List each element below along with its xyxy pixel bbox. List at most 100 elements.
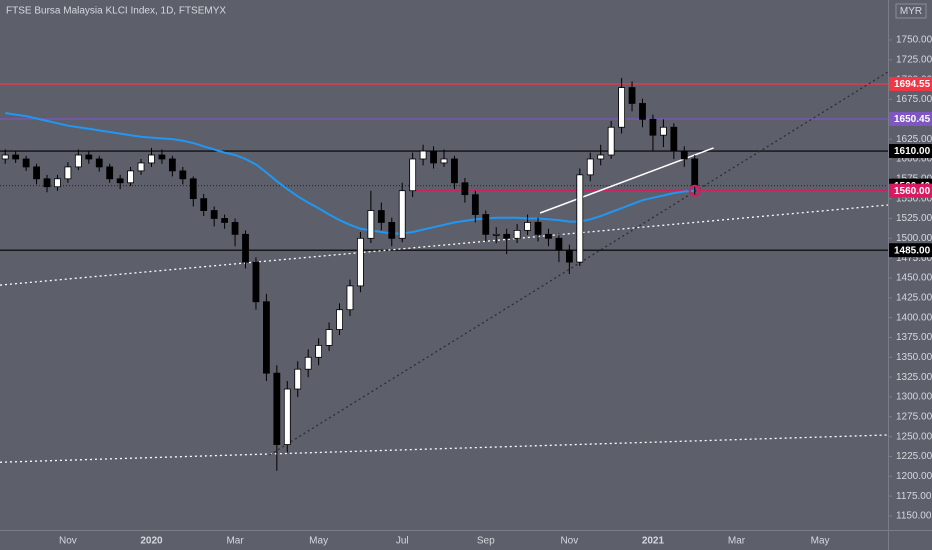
trendline bbox=[269, 71, 889, 456]
x-tick-label: May bbox=[811, 536, 830, 547]
level-marker bbox=[688, 184, 701, 197]
candle-body bbox=[33, 166, 40, 180]
y-tick-label: 1675.00 bbox=[896, 94, 932, 105]
chart-title: FTSE Bursa Malaysia KLCI Index, 1D, FTSE… bbox=[6, 6, 226, 17]
candle-body bbox=[691, 158, 699, 187]
y-tick-label: 1450.00 bbox=[896, 273, 932, 284]
candle-body bbox=[430, 150, 437, 164]
candle-body bbox=[304, 356, 312, 370]
candle-body bbox=[148, 154, 155, 164]
candle-body bbox=[336, 309, 343, 330]
x-tick-label: Mar bbox=[226, 536, 244, 547]
candle-body bbox=[43, 178, 51, 188]
candle-body bbox=[54, 178, 61, 188]
candle-body bbox=[357, 237, 364, 287]
y-tick-label: 1500.00 bbox=[896, 233, 932, 244]
candle-body bbox=[127, 170, 134, 184]
candle-body bbox=[492, 233, 500, 236]
candle-body bbox=[607, 126, 615, 156]
y-tick-label: 1475.00 bbox=[896, 253, 932, 264]
x-tick-label: Sep bbox=[477, 536, 495, 547]
candle-body bbox=[137, 162, 145, 172]
candle-body bbox=[628, 87, 636, 104]
candle-body bbox=[367, 210, 375, 239]
candle-body bbox=[273, 372, 281, 445]
x-tick-label: Mar bbox=[728, 536, 746, 547]
candle-body bbox=[565, 249, 573, 263]
y-tick-label: 1300.00 bbox=[896, 392, 932, 403]
candle-body bbox=[680, 150, 688, 160]
candle-body bbox=[64, 166, 72, 180]
candle-body bbox=[221, 218, 229, 223]
candle-body bbox=[22, 158, 30, 168]
candle-body bbox=[377, 210, 385, 223]
y-tick-label: 1425.00 bbox=[896, 292, 932, 303]
price-tag bbox=[889, 144, 932, 159]
candle-body bbox=[451, 158, 458, 184]
candle-body bbox=[346, 285, 354, 311]
candle-body bbox=[659, 126, 667, 136]
y-tick-label: 1275.00 bbox=[896, 411, 932, 422]
y-tick-label: 1225.00 bbox=[896, 451, 932, 462]
y-tick-label: 1375.00 bbox=[896, 332, 932, 343]
candle-body bbox=[168, 158, 176, 172]
y-tick-label: 1250.00 bbox=[896, 431, 932, 442]
candle-body bbox=[210, 210, 218, 219]
candle-body bbox=[116, 178, 124, 184]
candle-body bbox=[576, 174, 584, 263]
candle-body bbox=[12, 154, 20, 160]
y-tick-label: 1625.00 bbox=[896, 134, 932, 145]
candle-body bbox=[231, 222, 239, 235]
price-tag bbox=[889, 243, 932, 258]
candle-body bbox=[618, 87, 625, 128]
x-tick-label: 2021 bbox=[642, 536, 665, 547]
candle-body bbox=[158, 154, 166, 160]
candle-body bbox=[461, 182, 469, 196]
candle-body bbox=[315, 345, 323, 358]
candle-body bbox=[482, 214, 490, 235]
candle-body bbox=[388, 222, 396, 239]
trendline bbox=[0, 204, 889, 286]
y-tick-label: 1350.00 bbox=[896, 352, 932, 363]
candle-body bbox=[670, 126, 678, 152]
x-tick-label: Nov bbox=[59, 536, 77, 547]
price-tag bbox=[889, 76, 932, 91]
candle-body bbox=[513, 229, 521, 239]
x-tick-label: 2020 bbox=[140, 536, 163, 547]
candle-body bbox=[409, 158, 417, 192]
candle-body bbox=[252, 261, 260, 303]
y-tick-label: 1600.00 bbox=[896, 154, 932, 165]
price-tag-label: 1610.00 bbox=[894, 146, 931, 157]
x-tick-label: May bbox=[309, 536, 328, 547]
x-tick-label: Jul bbox=[396, 536, 409, 547]
y-tick-label: 1750.00 bbox=[896, 35, 932, 46]
candle-body bbox=[325, 329, 333, 346]
candle-body bbox=[649, 118, 657, 136]
candle-body bbox=[398, 190, 406, 239]
candle-body bbox=[106, 166, 114, 180]
candle-body bbox=[283, 388, 291, 445]
y-tick-label: 1725.00 bbox=[896, 54, 932, 65]
candle-body bbox=[419, 150, 427, 160]
price-tag bbox=[889, 183, 932, 198]
candle-body bbox=[534, 222, 542, 235]
y-tick-label: 1200.00 bbox=[896, 471, 932, 482]
candle-body bbox=[440, 158, 448, 164]
y-tick-label: 1325.00 bbox=[896, 372, 932, 383]
candle-body bbox=[1, 154, 9, 160]
price-tag bbox=[889, 111, 932, 126]
candle-body bbox=[639, 103, 646, 120]
price-tag-label: 1694.55 bbox=[894, 79, 931, 90]
candle-body bbox=[95, 158, 103, 168]
currency: MYR bbox=[900, 6, 922, 17]
candle-body bbox=[242, 233, 249, 263]
candle-body bbox=[471, 194, 479, 215]
candle-body bbox=[85, 154, 93, 160]
y-tick-label: 1525.00 bbox=[896, 213, 932, 224]
candle-body bbox=[524, 222, 531, 231]
y-tick-label: 1400.00 bbox=[896, 312, 932, 323]
price-tag-label: 1650.45 bbox=[894, 114, 931, 125]
candle-body bbox=[262, 301, 270, 374]
price-tag-label: 1560.00 bbox=[894, 186, 931, 197]
